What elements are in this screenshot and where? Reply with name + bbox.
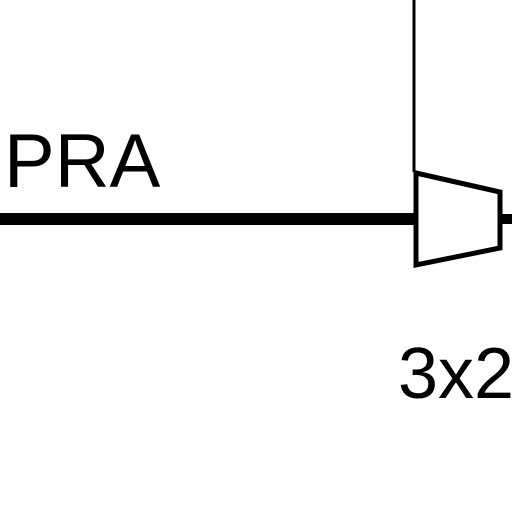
component-label: 3x2 — [398, 334, 512, 414]
signal-label: PRA — [4, 119, 161, 204]
trapezoid-component — [413, 169, 503, 269]
